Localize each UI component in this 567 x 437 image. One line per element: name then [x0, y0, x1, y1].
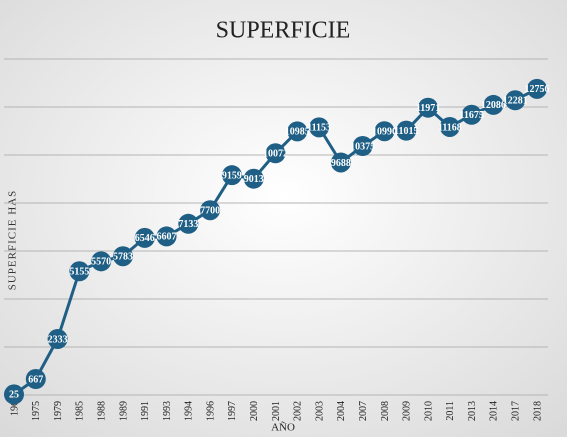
value-label: 10072	[263, 149, 288, 160]
x-tick-label: 1994	[184, 401, 195, 421]
marker	[243, 168, 264, 189]
marker	[505, 90, 526, 111]
marker	[91, 251, 112, 272]
value-label: 2333	[48, 334, 68, 345]
marker	[200, 200, 221, 221]
x-tick-label: 1997	[227, 401, 238, 421]
value-label: 10990	[372, 127, 397, 138]
marker	[112, 246, 133, 267]
marker	[374, 121, 395, 142]
x-tick-label: 1988	[96, 401, 107, 421]
chart-title: SUPERFICIE	[216, 18, 351, 44]
value-label: 7700	[200, 205, 220, 216]
value-label: 12756	[525, 84, 550, 95]
value-label: 11675	[459, 110, 483, 121]
value-label: 6607	[157, 232, 177, 243]
marker	[47, 329, 68, 350]
x-tick-label: 1993	[162, 401, 173, 421]
value-label: 10985	[285, 127, 310, 138]
marker	[287, 121, 308, 142]
value-label: 9013	[244, 174, 264, 185]
x-tick-label: 2013	[467, 401, 478, 421]
value-label: 12086	[481, 100, 506, 111]
x-tick-label: 1991	[140, 401, 151, 421]
x-axis-title: AÑO	[271, 422, 295, 434]
marker	[352, 136, 373, 156]
x-tick-label: 196	[9, 401, 20, 416]
value-label: 6546	[135, 233, 155, 244]
marker	[330, 152, 351, 173]
x-tick-label: 2011	[445, 401, 456, 421]
marker	[4, 384, 24, 405]
value-label: 7133	[178, 219, 198, 230]
marker	[439, 116, 460, 137]
marker	[178, 213, 199, 234]
x-tick-label: 2001	[271, 401, 282, 421]
marker	[461, 104, 482, 125]
marker	[396, 120, 417, 141]
value-label: 5783	[113, 252, 133, 263]
x-tick-label: 2009	[402, 401, 413, 421]
y-axis-title: SUPERFICIE HAS	[7, 190, 19, 291]
value-label: 11153	[307, 123, 331, 134]
marker	[221, 165, 242, 186]
x-tick-label: 2008	[380, 401, 391, 421]
x-tick-label: 1996	[205, 401, 216, 421]
marker	[309, 117, 330, 138]
x-tick-label: 2017	[511, 401, 522, 421]
marker	[25, 368, 46, 389]
value-label: 12281	[503, 96, 528, 107]
x-tick-label: 2010	[423, 401, 434, 421]
x-tick-label: 1979	[53, 401, 64, 421]
x-tick-label: 1975	[31, 401, 42, 421]
value-label: 9159	[222, 170, 242, 181]
marker	[527, 78, 547, 99]
marker	[156, 226, 177, 247]
value-label: 11971	[416, 103, 440, 114]
x-tick-label: 2007	[358, 401, 369, 421]
value-label: 9688	[331, 158, 351, 169]
value-label: 11168	[438, 122, 462, 133]
value-label: 11015	[394, 126, 418, 137]
x-tick-label: 1985	[75, 401, 86, 421]
x-tick-label: 2003	[314, 401, 325, 421]
x-tick-label: 2014	[489, 401, 500, 421]
value-label: 5155	[69, 267, 89, 278]
value-label: 10375	[350, 141, 375, 152]
marker	[418, 97, 439, 118]
marker	[69, 261, 90, 282]
x-tick-label: 1989	[118, 401, 129, 421]
marker	[265, 143, 286, 164]
value-label: 5570	[91, 257, 111, 268]
marker	[134, 227, 155, 248]
x-tick-label: 2002	[293, 401, 304, 421]
x-tick-label: 2000	[249, 401, 260, 421]
x-tick-label: 2018	[532, 401, 543, 421]
value-label: 25	[9, 390, 19, 401]
value-label: 667	[28, 374, 43, 385]
x-tick-label: 2004	[336, 401, 347, 421]
marker	[483, 94, 504, 115]
